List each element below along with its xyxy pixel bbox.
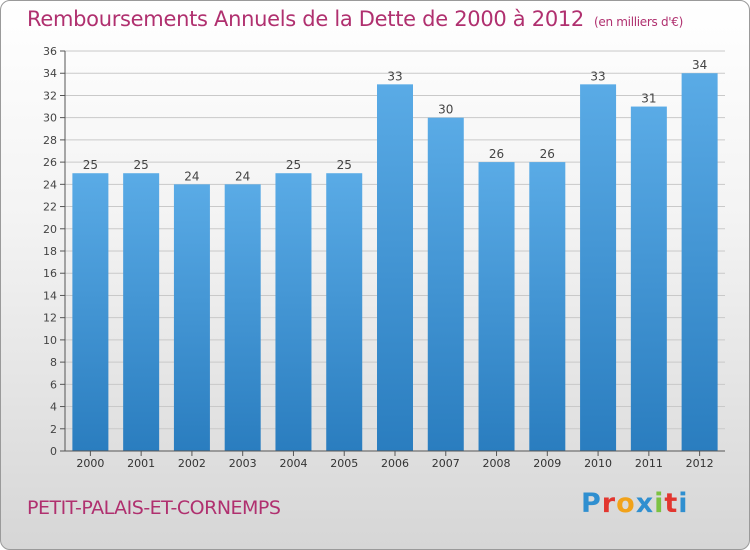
y-tick-label: 4 — [50, 401, 57, 414]
x-tick-label: 2001 — [127, 457, 155, 470]
x-tick-label: 2005 — [330, 457, 358, 470]
bar — [377, 84, 413, 451]
y-tick-label: 14 — [43, 289, 57, 302]
data-label: 30 — [438, 103, 453, 117]
data-label: 26 — [540, 147, 555, 161]
x-tick-label: 2004 — [279, 457, 307, 470]
y-tick-label: 18 — [43, 245, 57, 258]
y-tick-label: 34 — [43, 67, 57, 80]
data-label: 34 — [692, 58, 707, 72]
bar — [630, 106, 667, 452]
y-tick-label: 32 — [43, 89, 57, 102]
x-tick-label: 2011 — [635, 457, 663, 470]
y-tick-label: 12 — [43, 312, 57, 325]
bar — [326, 173, 363, 451]
bar — [224, 184, 261, 452]
logo-letter: t — [664, 488, 679, 519]
bar — [529, 162, 566, 451]
x-tick-label: 2010 — [584, 457, 612, 470]
x-tick-label: 2009 — [533, 457, 561, 470]
bar — [275, 173, 312, 451]
logo-letter: r — [601, 488, 617, 519]
y-tick-label: 30 — [43, 112, 57, 125]
y-tick-label: 8 — [50, 356, 57, 369]
data-label: 31 — [641, 92, 656, 106]
data-label: 33 — [387, 69, 402, 83]
chart-title-text: Remboursements Annuels de la Dette de 20… — [27, 7, 584, 31]
data-label: 33 — [590, 69, 605, 83]
data-label: 25 — [83, 158, 98, 172]
data-label: 26 — [489, 147, 504, 161]
bar — [123, 173, 160, 451]
y-tick-label: 28 — [43, 134, 57, 147]
chart-unit: (en milliers d'€) — [594, 15, 684, 29]
logo-letter: x — [635, 488, 655, 519]
y-tick-label: 16 — [43, 267, 57, 280]
chart-title: Remboursements Annuels de la Dette de 20… — [27, 7, 683, 31]
x-tick-label: 2007 — [432, 457, 460, 470]
x-tick-label: 2003 — [229, 457, 257, 470]
logo-letter: i — [654, 488, 665, 519]
y-tick-label: 22 — [43, 201, 57, 214]
data-label: 25 — [134, 158, 149, 172]
data-label: 25 — [286, 158, 301, 172]
logo-letter: i — [678, 488, 689, 519]
x-tick-label: 2000 — [76, 457, 104, 470]
proxiti-logo: Proxiti — [581, 488, 689, 519]
x-tick-label: 2012 — [686, 457, 714, 470]
x-tick-label: 2006 — [381, 457, 409, 470]
y-tick-label: 36 — [43, 45, 57, 58]
y-tick-label: 26 — [43, 156, 57, 169]
bar — [478, 162, 515, 451]
data-label: 25 — [337, 158, 352, 172]
y-tick-label: 6 — [50, 378, 57, 391]
y-tick-label: 24 — [43, 178, 57, 191]
logo-letter: o — [616, 488, 636, 519]
y-tick-label: 20 — [43, 223, 57, 236]
y-tick-label: 0 — [50, 445, 57, 458]
x-tick-label: 2002 — [178, 457, 206, 470]
x-tick-label: 2008 — [483, 457, 511, 470]
y-tick-label: 10 — [43, 334, 57, 347]
bar — [72, 173, 109, 451]
bar — [173, 184, 210, 452]
logo-letter: P — [581, 488, 602, 519]
bar — [427, 117, 464, 452]
bars: 25 25 24 24 25 25 33 30 26 26 33 31 34 — [72, 58, 718, 452]
bar — [681, 73, 718, 451]
data-label: 24 — [184, 169, 199, 183]
y-tick-label: 2 — [50, 423, 57, 436]
bar — [580, 84, 617, 451]
town-name: PETIT-PALAIS-ET-CORNEMPS — [27, 497, 281, 519]
data-label: 24 — [235, 169, 250, 183]
